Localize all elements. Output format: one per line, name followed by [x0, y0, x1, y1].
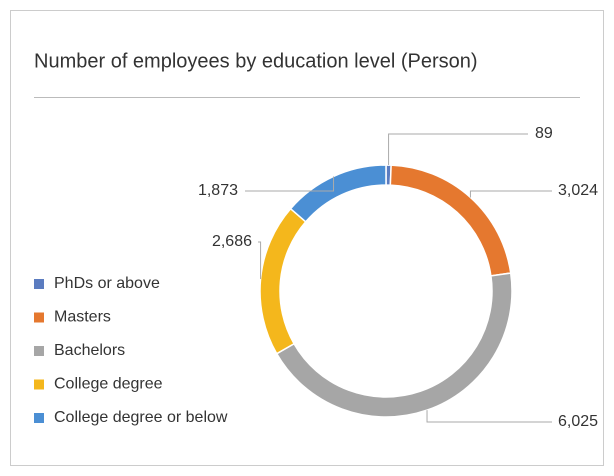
data-label: 3,024: [558, 182, 598, 199]
legend-label: College degree or below: [54, 409, 228, 426]
data-label: 6,025: [558, 413, 598, 430]
legend-label: PhDs or above: [54, 275, 160, 292]
leader-line: [469, 190, 552, 198]
slice: [289, 164, 387, 223]
legend-label: College degree: [54, 376, 163, 393]
leader-line: [388, 133, 528, 166]
legend-swatch: [34, 346, 44, 356]
legend-swatch: [34, 312, 44, 323]
leader-line: [245, 176, 335, 192]
leader-line: [426, 410, 552, 423]
leader-line: [258, 241, 262, 279]
data-label: 89: [535, 125, 553, 142]
legend-swatch: [34, 279, 44, 289]
legend-label: Bachelors: [54, 342, 125, 359]
legend-label: Masters: [54, 309, 111, 326]
data-label: 2,686: [212, 233, 252, 250]
frame: [10, 10, 604, 466]
chart-title: Number of employees by education level (…: [34, 50, 478, 72]
legend-swatch: [34, 413, 44, 423]
legend-swatch: [34, 379, 44, 390]
data-label: 1,873: [198, 182, 238, 199]
